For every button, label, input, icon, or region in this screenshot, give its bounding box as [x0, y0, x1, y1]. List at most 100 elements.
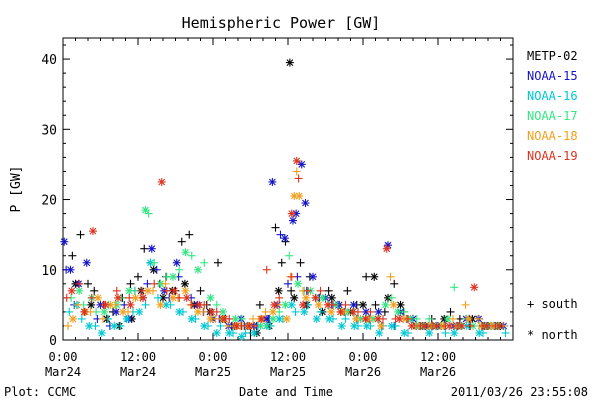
north-point — [250, 328, 259, 337]
south-point — [187, 300, 196, 309]
north-point — [327, 293, 336, 302]
north-point — [450, 328, 459, 337]
north-point — [112, 307, 121, 316]
south-point — [137, 286, 146, 295]
south-point — [196, 286, 205, 295]
south-point — [150, 279, 159, 288]
north-point — [420, 321, 429, 330]
north-point — [319, 293, 327, 302]
north-point — [180, 279, 189, 288]
north-point — [131, 293, 140, 302]
north-point — [100, 307, 109, 316]
south-point — [68, 251, 77, 260]
north-point — [69, 314, 77, 323]
north-point — [125, 286, 134, 295]
north-point — [475, 328, 484, 337]
plot-frame — [62, 37, 514, 341]
south-point — [501, 328, 510, 337]
x-tick-time-label: 0:00 — [349, 350, 378, 364]
legend: METP-02 NOAA-15 NOAA-16 NOAA-17 NOAA-18 NOAA-… — [527, 49, 578, 163]
footer-plot-credit: Plot: CCMC — [4, 385, 76, 399]
legend-entry: NOAA-15 — [527, 69, 578, 83]
x-tick-date-label: Mar24 — [45, 365, 81, 379]
north-point — [245, 321, 254, 330]
legend-entry: NOAA-18 — [527, 129, 578, 143]
south-point — [141, 300, 150, 309]
series-noaa-16 — [65, 258, 510, 341]
y-axis: 0 10 20 30 40 — [41, 44, 513, 349]
x-tick-time-label: 12:00 — [420, 350, 456, 364]
north-point — [257, 314, 266, 323]
south-point — [152, 265, 161, 274]
south-point — [425, 314, 434, 323]
y-tick-label: 30 — [41, 123, 57, 138]
north-point — [172, 258, 181, 267]
south-point — [341, 300, 350, 309]
south-point — [271, 223, 280, 232]
south-point — [449, 314, 457, 323]
north-point — [281, 300, 290, 309]
south-point — [304, 286, 312, 295]
north-point — [220, 314, 229, 323]
south-point — [76, 230, 85, 239]
south-point — [150, 258, 159, 267]
south-point — [212, 300, 221, 309]
x-tick-date-label: Mar24 — [120, 365, 156, 379]
south-point — [175, 293, 184, 302]
north-point — [377, 321, 386, 330]
y-tick-label: 40 — [41, 53, 57, 68]
south-point — [187, 251, 196, 260]
south-point — [241, 328, 250, 337]
north-point — [302, 293, 311, 302]
south-point — [284, 279, 292, 288]
south-point — [74, 300, 82, 309]
north-point — [327, 307, 336, 316]
north-point — [169, 272, 177, 281]
south-point — [404, 314, 412, 323]
x-tick-date-label: Mar25 — [195, 365, 231, 379]
south-point — [450, 283, 459, 292]
north-point — [200, 321, 209, 330]
south-point — [99, 314, 107, 323]
north-point — [325, 314, 334, 323]
south-point — [185, 230, 194, 239]
north-point — [280, 234, 289, 243]
north-point — [359, 300, 367, 309]
south-point — [287, 286, 296, 295]
south-point — [177, 237, 186, 246]
north-point — [312, 314, 321, 323]
chart-title: Hemispheric Power [GW] — [182, 14, 381, 32]
north-point — [295, 192, 304, 201]
north-point — [268, 177, 277, 186]
footer-timestamp: 2011/03/26 23:55:08 — [451, 385, 588, 399]
south-point — [287, 272, 296, 281]
south-point — [175, 265, 184, 274]
south-point — [90, 286, 99, 295]
north-point — [309, 272, 317, 281]
y-tick-label: 0 — [49, 334, 57, 349]
north-point — [396, 300, 405, 309]
north-point — [144, 286, 152, 295]
marker-legend: + south * north — [527, 297, 578, 342]
north-point — [382, 244, 391, 253]
north-point — [407, 321, 416, 330]
north-point — [135, 307, 144, 316]
north-point — [287, 300, 296, 309]
north-point — [225, 328, 234, 337]
y-tick-label: 20 — [41, 194, 57, 209]
y-tick-label: 10 — [41, 264, 57, 279]
series-noaa-19 — [62, 156, 504, 330]
south-point — [216, 321, 225, 330]
north-point — [375, 328, 384, 337]
north-point — [139, 293, 147, 302]
south-point — [461, 300, 470, 309]
south-point — [77, 314, 86, 323]
north-point — [87, 300, 96, 309]
north-point — [361, 314, 370, 323]
north-point — [425, 328, 434, 337]
north-point — [374, 314, 382, 323]
north-point — [400, 328, 409, 337]
north-point — [290, 293, 299, 302]
x-axis: 0:00Mar2412:00Mar240:00Mar2512:00Mar250:… — [45, 38, 514, 379]
